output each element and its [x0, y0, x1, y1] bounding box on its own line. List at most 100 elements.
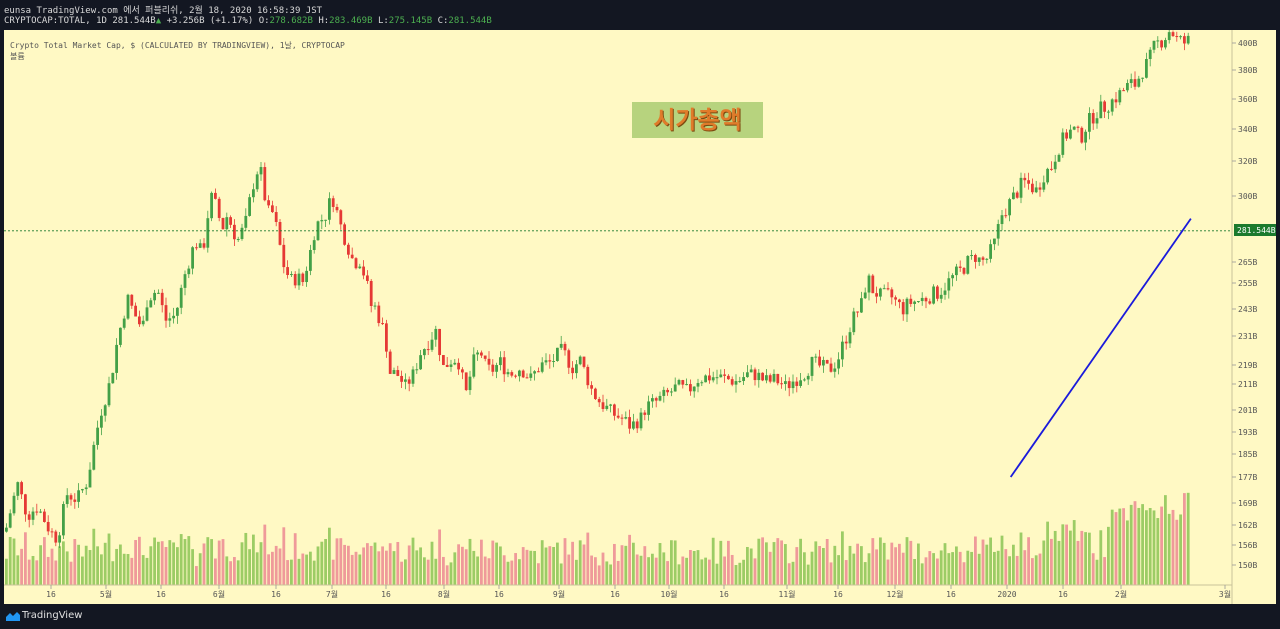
candle-body — [240, 227, 244, 239]
volume-bar — [525, 549, 529, 585]
candle-body — [734, 381, 738, 385]
candle-body — [727, 375, 730, 380]
volume-bar — [723, 556, 726, 585]
volume-bar — [711, 537, 715, 585]
volume-bar — [544, 547, 548, 585]
candle-body — [50, 531, 54, 533]
volume-bar — [825, 539, 829, 585]
volume-bar — [1061, 524, 1065, 585]
candle-body — [149, 300, 153, 308]
volume-bar — [388, 543, 392, 585]
volume-bar — [149, 546, 153, 585]
volume-bar — [449, 562, 453, 585]
trend-line — [1009, 218, 1192, 478]
candle-body — [1080, 127, 1084, 143]
candle-body — [719, 374, 723, 378]
candle-body — [259, 167, 263, 175]
candle-body — [1004, 215, 1008, 217]
candle-body — [362, 266, 365, 276]
candle-body — [844, 341, 848, 344]
volume-bar — [597, 565, 601, 585]
volume-bar — [92, 528, 96, 585]
volume-bar — [316, 546, 320, 585]
volume-bar — [559, 563, 563, 585]
candle-body — [1183, 36, 1186, 44]
volume-bar — [1050, 538, 1053, 585]
time-tick-label: 11월 — [779, 589, 796, 599]
volume-bar — [1156, 518, 1160, 585]
time-tick-label: 7월 — [326, 589, 338, 599]
volume-bar — [822, 547, 825, 585]
candle-body — [803, 379, 806, 381]
candle-body — [1160, 40, 1163, 48]
volume-bar — [1042, 540, 1046, 585]
volume-bar — [400, 561, 403, 585]
candle-body — [191, 247, 194, 269]
candle-body — [1122, 90, 1125, 92]
time-tick-label: 2020 — [997, 590, 1016, 599]
annotation-label[interactable]: 시가총액 — [632, 102, 763, 138]
time-tick-label: 16 — [494, 590, 504, 599]
candle-body — [1110, 99, 1114, 112]
volume-bar — [324, 538, 327, 585]
candle-body — [214, 192, 217, 199]
volume-bar — [1080, 530, 1084, 585]
volume-bar — [157, 541, 160, 585]
volume-bar — [214, 558, 217, 585]
volume-bar — [236, 560, 240, 585]
volume-bar — [856, 543, 859, 585]
volume-bar — [43, 537, 46, 585]
volume-bar — [582, 544, 586, 585]
volume-bar — [122, 553, 126, 585]
volume-bar — [616, 560, 620, 585]
volume-bar — [290, 559, 293, 585]
time-tick-label: 16 — [946, 590, 956, 599]
volume-bar — [1118, 508, 1122, 585]
candle-body — [1175, 36, 1179, 38]
candle-body — [947, 278, 951, 291]
volume-bar — [141, 555, 145, 585]
volume-bar — [548, 546, 552, 585]
volume-bar — [20, 548, 23, 585]
volume-bar — [719, 540, 723, 585]
candle-body — [662, 389, 666, 396]
volume-bar — [31, 555, 35, 585]
candle-body — [985, 258, 989, 260]
candle-body — [244, 215, 248, 228]
price-tick-label: 340B — [1238, 125, 1257, 134]
volume-bar — [594, 557, 597, 585]
candle-body — [928, 301, 932, 304]
volume-bar — [442, 556, 445, 585]
candle-body — [506, 372, 510, 375]
candle-body — [445, 364, 449, 367]
candle-body — [829, 363, 833, 372]
candle-body — [286, 267, 289, 275]
candle-body — [753, 369, 757, 381]
volume-bar — [567, 554, 571, 585]
candle-body — [898, 299, 901, 303]
volume-bar — [134, 540, 137, 585]
volume-bar — [1164, 495, 1167, 585]
price-chart[interactable]: 400B 380B 360B 340B 320B 300B 265B 255B 243B 231B… — [4, 30, 1276, 604]
candle-body — [586, 366, 590, 386]
volume-bar — [27, 559, 31, 585]
volume-bar — [1152, 510, 1156, 585]
candle-body — [1141, 77, 1144, 79]
tradingview-brand[interactable]: TradingView — [22, 610, 83, 621]
volume-bar — [248, 549, 251, 585]
volume-bar — [392, 551, 396, 585]
volume-bar — [1057, 540, 1061, 585]
candle-body — [487, 358, 491, 365]
candle-body — [168, 318, 172, 321]
candle-body — [468, 376, 472, 391]
candle-body — [252, 189, 255, 198]
volume-bar — [590, 555, 593, 585]
volume-bar — [974, 536, 977, 585]
candle-body — [415, 369, 419, 371]
tradingview-logo-icon[interactable] — [6, 611, 20, 621]
time-tick-label: 16 — [271, 590, 281, 599]
volume-bar — [50, 548, 54, 585]
price-tick-label: 300B — [1238, 192, 1257, 201]
volume-bar — [73, 539, 77, 585]
volume-bar — [658, 543, 662, 585]
